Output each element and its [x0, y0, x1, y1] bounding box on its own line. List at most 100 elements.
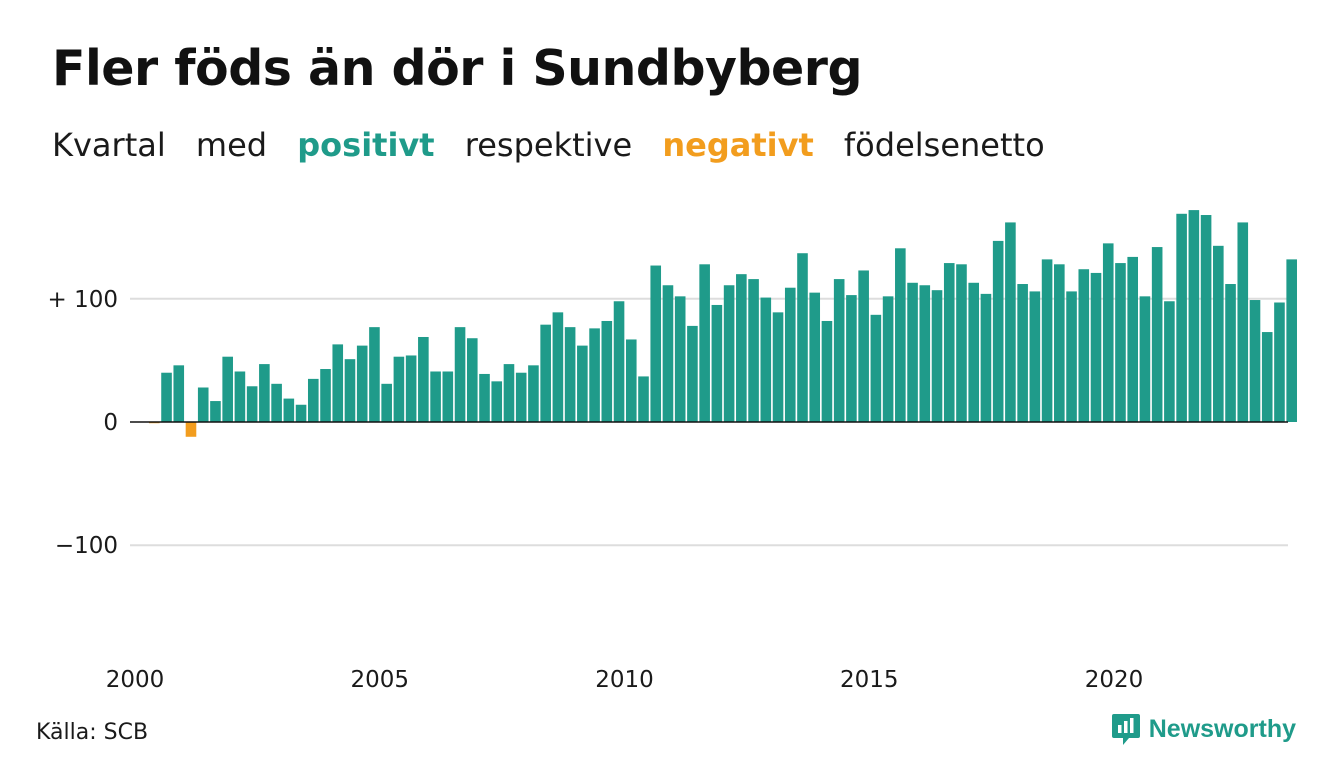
- newsworthy-logo-icon: [1111, 714, 1140, 745]
- bar: [540, 324, 551, 422]
- bar: [956, 264, 967, 422]
- bar: [870, 314, 882, 422]
- bar: [1005, 222, 1016, 422]
- bar: [1237, 222, 1249, 422]
- bar: [638, 376, 649, 422]
- bar: [589, 328, 600, 422]
- bar: [283, 398, 295, 422]
- bar: [1115, 263, 1126, 422]
- y-tick-label: + 100: [48, 287, 118, 313]
- bar: [405, 355, 417, 422]
- bar: [356, 345, 368, 422]
- brand-logo: Newsworthy: [1111, 712, 1296, 746]
- subtitle-word-kvartal: Kvartal: [52, 126, 166, 164]
- bar: [992, 240, 1004, 422]
- x-tick-label: 2010: [595, 667, 654, 693]
- bar: [552, 312, 564, 422]
- bar: [625, 339, 637, 422]
- bar: [234, 371, 246, 422]
- bar: [515, 372, 527, 422]
- bar: [1261, 332, 1273, 422]
- bar: [1188, 210, 1200, 422]
- bar: [320, 369, 331, 422]
- bar: [797, 253, 808, 422]
- bar: [1127, 256, 1138, 422]
- bar: [210, 401, 221, 422]
- bar: [895, 248, 906, 422]
- bar: [197, 387, 209, 422]
- bar: [479, 373, 490, 422]
- bar: [1164, 301, 1175, 422]
- bar: [882, 296, 894, 422]
- bar: [259, 364, 270, 422]
- subtitle-word-respektive: respektive: [464, 126, 633, 164]
- y-tick-label: −100: [55, 533, 118, 559]
- bar: [858, 270, 869, 422]
- bar: [528, 365, 539, 422]
- bar: [674, 296, 686, 422]
- subtitle-positive-label: positivt: [297, 126, 435, 164]
- bar: [454, 327, 466, 422]
- bar: [772, 312, 784, 422]
- bar: [1090, 272, 1102, 422]
- bar: [846, 295, 857, 422]
- bar: [332, 344, 344, 422]
- bar: [222, 356, 233, 422]
- bars-layer: [149, 210, 1297, 437]
- chart-subtitle: Kvartal med positivt respektive negativt…: [52, 126, 1065, 164]
- x-tick-label: 2000: [106, 667, 165, 693]
- bar: [1249, 300, 1261, 422]
- bar: [1054, 264, 1065, 422]
- bar: [687, 325, 698, 422]
- bar: [393, 356, 405, 422]
- bar: [748, 279, 759, 422]
- bar: [662, 285, 674, 422]
- bar: [1017, 284, 1028, 422]
- bar: [760, 297, 772, 422]
- bar: [185, 422, 197, 437]
- chart-title: Fler föds än dör i Sundbyberg: [52, 40, 863, 97]
- bar: [307, 378, 319, 422]
- bar: [344, 359, 356, 422]
- bar: [1139, 296, 1151, 422]
- x-tick-label: 2020: [1085, 667, 1144, 693]
- bar: [161, 372, 172, 422]
- bar: [821, 320, 833, 422]
- bar: [442, 371, 454, 422]
- subtitle-negative-label: negativt: [662, 126, 814, 164]
- bar: [699, 264, 710, 422]
- bar: [369, 327, 380, 422]
- bar: [711, 304, 723, 422]
- bar: [491, 381, 503, 422]
- bar: [1200, 215, 1212, 422]
- bar: [577, 345, 588, 422]
- bar: [430, 371, 441, 422]
- bar: [564, 327, 576, 422]
- bar: [381, 383, 392, 422]
- bar: [968, 282, 980, 422]
- axis-layer: + 100 0 −100 2000 2005 2010 2015 2020: [48, 287, 1288, 693]
- bar: [601, 320, 613, 422]
- y-tick-label: 0: [103, 410, 118, 436]
- bar: [1213, 245, 1224, 422]
- bar: [833, 279, 845, 422]
- bar: [650, 265, 662, 422]
- brand-name: Newsworthy: [1148, 714, 1296, 743]
- bar: [1176, 213, 1187, 422]
- bar: [736, 274, 747, 422]
- bar: [1041, 259, 1053, 422]
- bar: [1151, 247, 1163, 422]
- bar: [1274, 302, 1285, 422]
- bar: [418, 336, 429, 422]
- bar: [784, 287, 796, 422]
- bar: [173, 365, 185, 422]
- bar: [613, 301, 625, 422]
- subtitle-word-fodelsenetto: födelsenetto: [843, 126, 1045, 164]
- bar: [809, 292, 821, 422]
- bar: [1029, 291, 1041, 422]
- subtitle-word-med: med: [195, 126, 268, 164]
- bar: [980, 293, 992, 422]
- bar: [1066, 291, 1077, 422]
- bar: [503, 364, 515, 422]
- bar: [943, 263, 955, 422]
